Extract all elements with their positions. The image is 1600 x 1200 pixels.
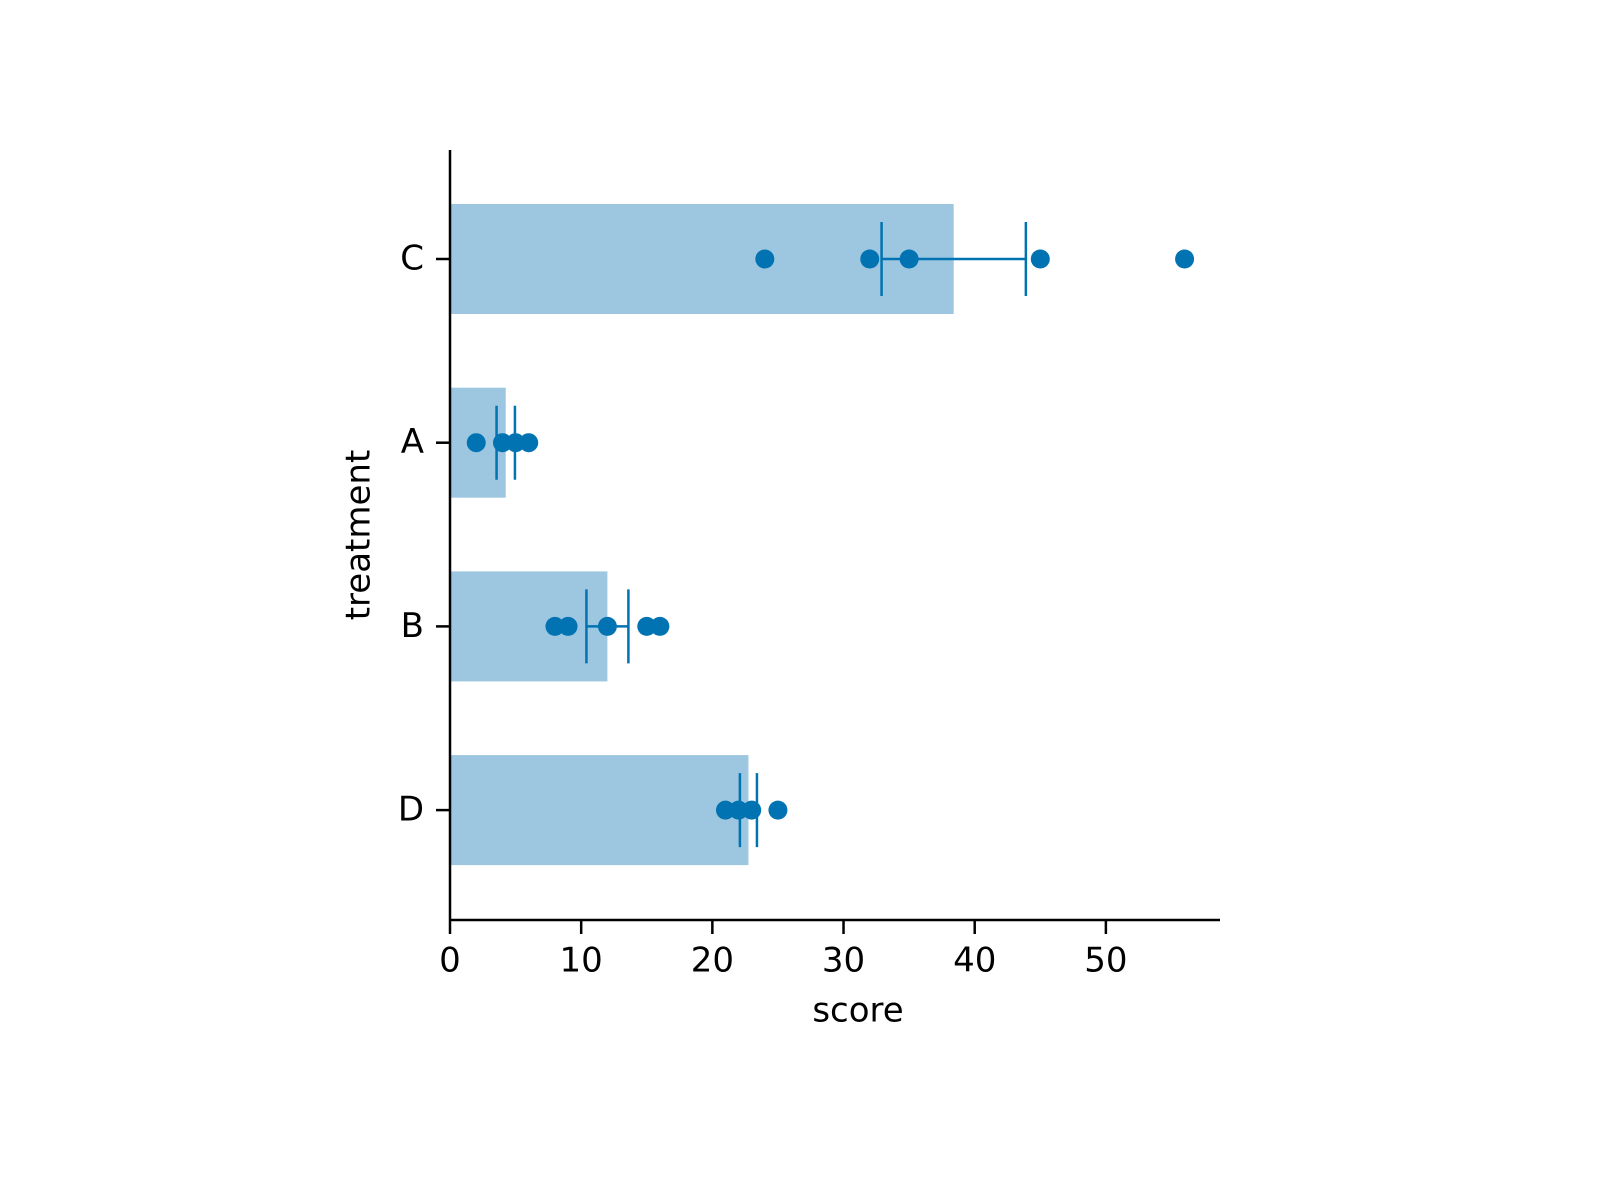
x-tick-label: 20 bbox=[691, 941, 734, 981]
error-bar bbox=[585, 589, 630, 664]
y-tick-label: D bbox=[398, 790, 424, 830]
data-point bbox=[1175, 249, 1195, 269]
data-point bbox=[1030, 249, 1050, 269]
x-tick-label: 0 bbox=[439, 941, 461, 981]
x-axis-label: score bbox=[812, 991, 903, 1031]
bar bbox=[450, 755, 749, 866]
x-tick-label: 30 bbox=[822, 941, 865, 981]
data-point bbox=[860, 249, 880, 269]
y-tick-label: B bbox=[401, 606, 424, 646]
data-point bbox=[768, 800, 788, 820]
x-tick-label: 40 bbox=[953, 941, 996, 981]
error-bar bbox=[880, 222, 1028, 296]
data-point bbox=[755, 249, 775, 269]
error-bar bbox=[738, 773, 759, 848]
data-point bbox=[558, 616, 578, 636]
x-tick-label: 10 bbox=[560, 941, 603, 981]
data-point bbox=[519, 433, 539, 453]
data-point bbox=[650, 616, 670, 636]
y-tick-label: A bbox=[401, 422, 424, 462]
y-axis-label: treatment bbox=[339, 450, 379, 621]
y-tick-label: C bbox=[400, 239, 424, 279]
data-point bbox=[545, 616, 565, 636]
data-point bbox=[715, 800, 735, 820]
error-bar bbox=[495, 405, 517, 480]
data-point bbox=[466, 433, 486, 453]
data-point bbox=[637, 616, 657, 636]
bar bbox=[450, 571, 608, 682]
x-tick-label: 50 bbox=[1084, 941, 1127, 981]
data-point bbox=[729, 800, 749, 820]
